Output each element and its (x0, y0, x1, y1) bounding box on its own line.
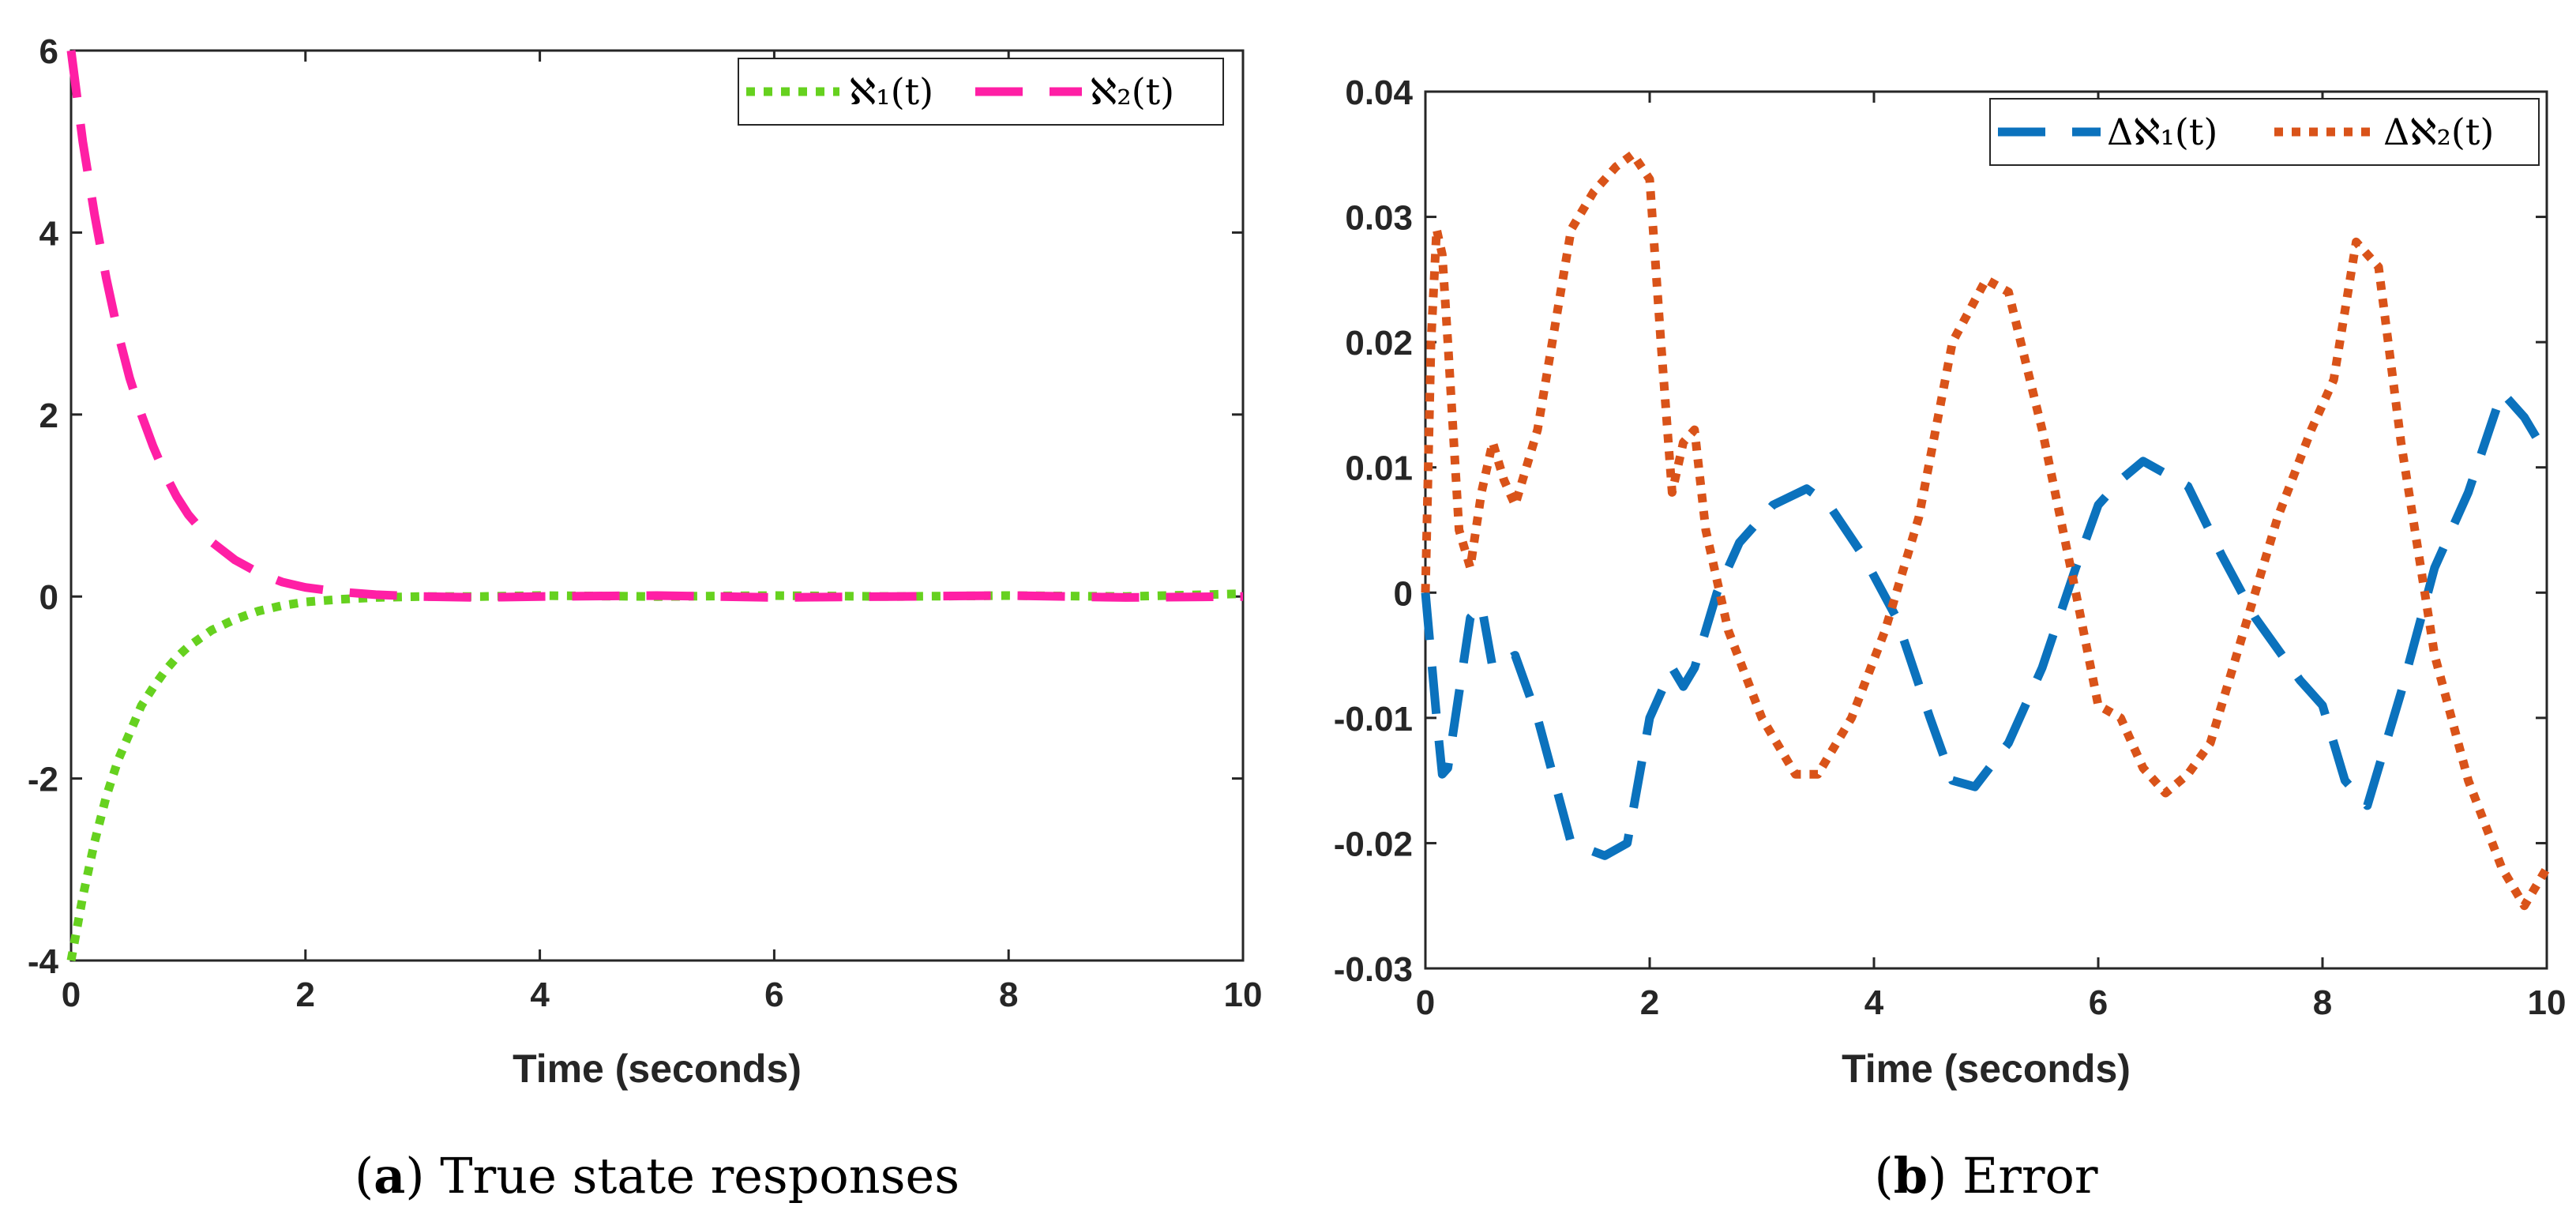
panel-b-series (1421, 149, 2551, 911)
panel-a-true-state-responses: 0 2 4 6 8 10 -4 -2 0 2 4 6 Time (seconds) ℵ₁(t) ℵ₂… (28, 32, 1263, 1205)
panel-a-y-tick-label-3: 2 (39, 397, 58, 435)
panel-a-legend-label-2: ℵ₂(t) (1090, 70, 1174, 113)
panel-a-x-tick-label-3: 6 (764, 976, 783, 1014)
panel-b-caption: (b) Error (1875, 1147, 2098, 1205)
panel-a-caption-text: True state responses (440, 1147, 959, 1205)
panel-b-caption-text: Error (1962, 1147, 2098, 1205)
panel-a-x-axis-label: Time (seconds) (513, 1047, 802, 1091)
panel-b-y-tick-label-0: -0.03 (1334, 950, 1413, 989)
panel-b-caption-letter: b (1894, 1147, 1928, 1205)
panel-b-plot-area (1424, 90, 2548, 970)
panel-a-x-tick-label-1: 2 (296, 976, 315, 1014)
panel-b-x-tick-label-5: 10 (2528, 983, 2567, 1022)
panel-a-series-line-2 (66, 50, 1244, 602)
panel-b-error: 0 2 4 6 8 10 -0.03 -0.02 -0.01 0 0.01 0.02 0.03 0.04… (1334, 73, 2567, 1205)
panel-b-x-tick-label-1: 2 (1640, 983, 1659, 1022)
panel-b-x-tick-label-4: 8 (2313, 983, 2332, 1022)
panel-b-y-tick-label-1: -0.02 (1334, 825, 1413, 863)
panel-a-y-tick-label-5: 6 (39, 32, 58, 71)
panel-b-y-tick-label-4: 0.01 (1345, 449, 1413, 488)
panel-b-y-tick-label-7: 0.04 (1345, 73, 1413, 112)
panel-a-series-line-1 (66, 589, 1244, 961)
panel-b-y-tick-label-2: -0.01 (1334, 700, 1413, 739)
panel-b-series-line-1 (1421, 388, 2551, 860)
panel-a-y-tick-label-1: -2 (28, 761, 58, 799)
panel-b-series-line-2 (1421, 149, 2551, 911)
panel-a-legend: ℵ₁(t) ℵ₂(t) (738, 58, 1224, 126)
panel-b-x-ticks: 0 2 4 6 8 10 (1416, 92, 2567, 1022)
panel-b-x-axis-label: Time (seconds) (1842, 1047, 2131, 1091)
panel-a-y-tick-label-2: 0 (39, 578, 58, 617)
panel-b-x-tick-label-3: 6 (2089, 983, 2108, 1022)
panel-b-x-tick-label-0: 0 (1416, 983, 1435, 1022)
panel-a-x-ticks: 0 2 4 6 8 10 (62, 51, 1263, 1014)
panel-b-legend-label-2: Δℵ₂(t) (2383, 111, 2494, 153)
panel-a-x-tick-label-5: 10 (1224, 976, 1263, 1014)
panel-b-legend: Δℵ₁(t) Δℵ₂(t) (1989, 98, 2540, 166)
panel-a-legend-label-1: ℵ₁(t) (849, 70, 933, 113)
panel-b-y-ticks: -0.03 -0.02 -0.01 0 0.01 0.02 0.03 0.04 (1334, 73, 2547, 989)
panel-b-y-tick-label-3: 0 (1394, 574, 1413, 613)
panel-b-y-tick-label-6: 0.03 (1345, 199, 1413, 238)
panel-a-x-tick-label-0: 0 (62, 976, 81, 1014)
panel-b-y-tick-label-5: 0.02 (1345, 324, 1413, 363)
panel-a-y-tick-label-0: -4 (28, 942, 59, 981)
panel-a-x-tick-label-4: 8 (999, 976, 1018, 1014)
panel-b-legend-label-1: Δℵ₁(t) (2107, 111, 2217, 153)
panel-a-plot-area (69, 49, 1245, 962)
panel-b-x-tick-label-2: 4 (1864, 983, 1884, 1022)
panel-a-y-ticks: -4 -2 0 2 4 6 (28, 32, 1243, 981)
panel-a-x-tick-label-2: 4 (530, 976, 550, 1014)
panel-a-y-tick-label-4: 4 (39, 214, 59, 253)
panel-a-series (66, 50, 1244, 961)
panel-a-caption: (a) True state responses (355, 1147, 959, 1205)
panel-a-caption-letter: a (374, 1147, 405, 1205)
